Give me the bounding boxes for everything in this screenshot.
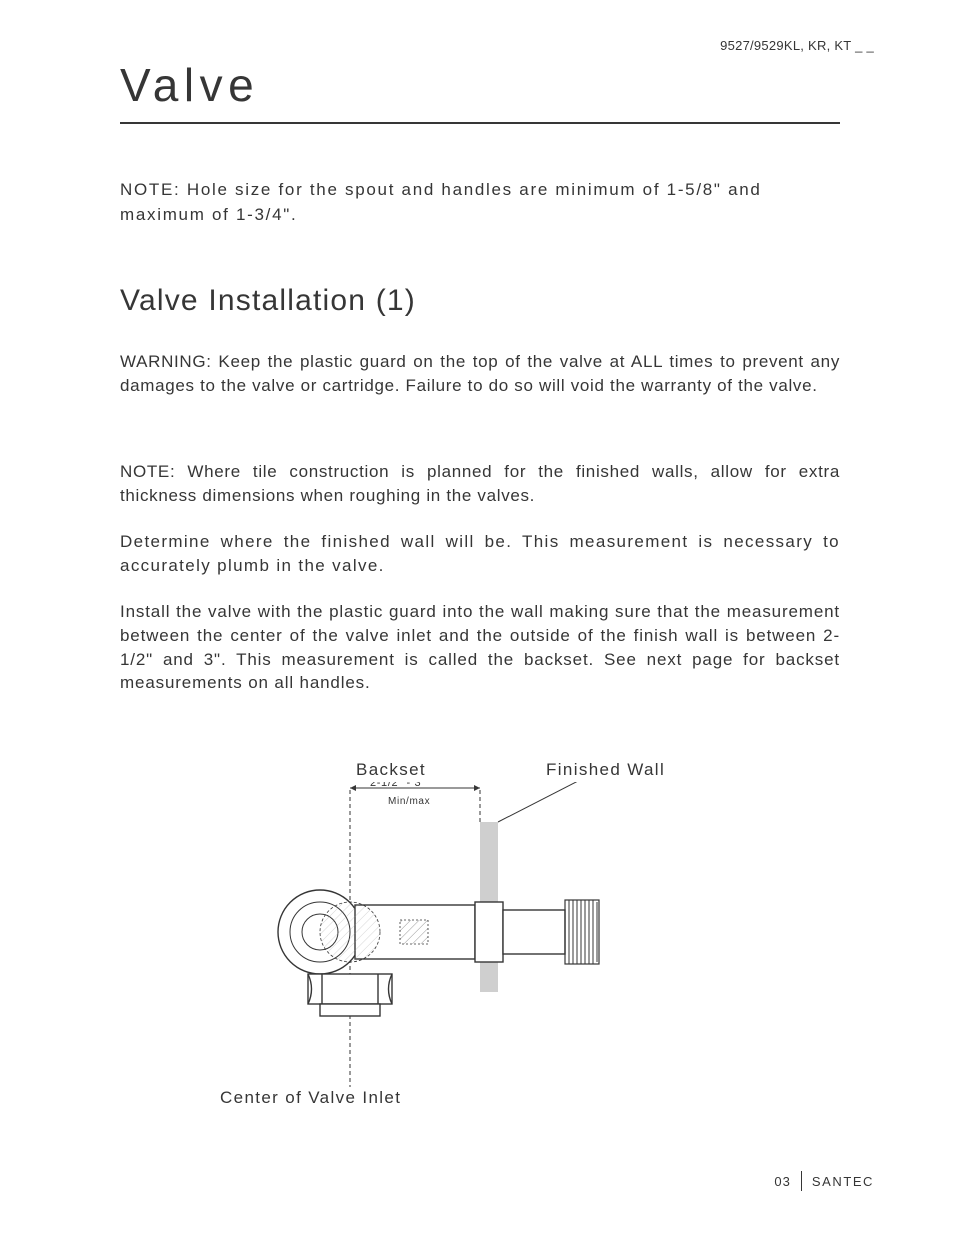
valve-diagram-svg: 2-1/2" - 3" Min/max (260, 782, 730, 1092)
footer-divider (801, 1171, 802, 1191)
header-product-code: 9527/9529KL, KR, KT _ _ (720, 38, 874, 53)
install-paragraph: Install the valve with the plastic guard… (120, 600, 840, 695)
diagram-range-text: 2-1/2" - 3" (370, 782, 426, 789)
determine-paragraph: Determine where the finished wall will b… (120, 530, 840, 578)
title-underline (120, 122, 840, 124)
page-title: Valve (120, 58, 259, 112)
diagram-label-center-inlet: Center of Valve Inlet (220, 1088, 401, 1108)
footer-brand: SANTEC (812, 1174, 874, 1189)
diagram-label-finished-wall: Finished Wall (546, 760, 665, 780)
note-tile-paragraph: NOTE: Where tile construction is planned… (120, 460, 840, 508)
page-footer: 03 SANTEC (774, 1171, 874, 1191)
valve-diagram: Backset Finished Wall 2-1/2" - 3" Min/ma… (230, 760, 790, 1120)
diagram-label-backset: Backset (356, 760, 426, 780)
diagram-minmax-text: Min/max (388, 796, 430, 807)
section-heading: Valve Installation (1) (120, 284, 416, 318)
footer-page-number: 03 (774, 1174, 791, 1189)
warning-paragraph: WARNING: Keep the plastic guard on the t… (120, 350, 840, 398)
note-hole-size: NOTE: Hole size for the spout and handle… (120, 178, 840, 227)
